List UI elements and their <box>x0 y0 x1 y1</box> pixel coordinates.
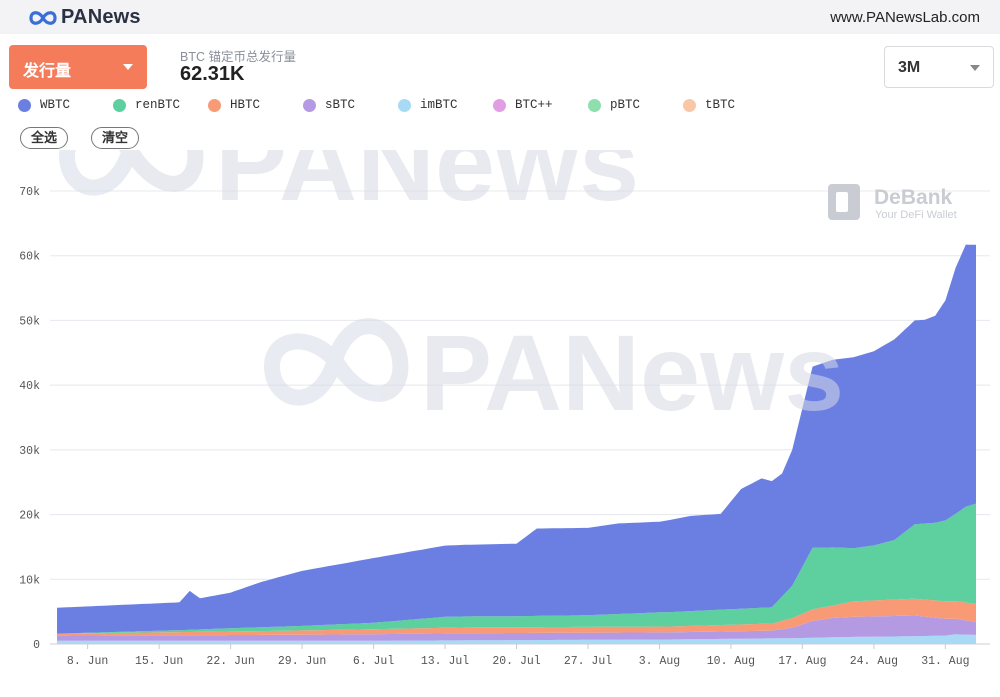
x-axis-ticks: 8. Jun 15. Jun 22. Jun 29. Jun 6. Jul 13. Jul… <box>67 644 970 668</box>
legend: WBTC renBTC HBTC sBTC imBTC BTC++ pBTC t… <box>18 98 778 112</box>
x-tick-label: 22. Jun <box>206 655 254 668</box>
legend-label: pBTC <box>610 98 641 112</box>
legend-dot <box>208 98 221 112</box>
y-axis-ticks: 0 10k 20k 30k 40k 50k 60k 70k <box>19 186 40 652</box>
range-select-label: 3M <box>898 59 921 76</box>
metric-select[interactable]: 发行量 <box>9 45 147 89</box>
top-bar: PANews www.PANewsLab.com <box>0 0 1000 34</box>
y-tick-label: 40k <box>19 380 40 393</box>
legend-label: renBTC <box>135 98 181 112</box>
x-tick-label: 27. Jul <box>564 655 612 668</box>
legend-label: WBTC <box>40 98 71 112</box>
x-tick-label: 29. Jun <box>278 655 326 668</box>
brand[interactable]: PANews <box>28 6 141 29</box>
legend-label: HBTC <box>230 98 261 112</box>
brand-name: PANews <box>61 6 141 28</box>
y-tick-label: 50k <box>19 315 40 328</box>
x-tick-label: 13. Jul <box>421 655 469 668</box>
debank-watermark: DeBank Your DeFi Wallet <box>828 184 957 221</box>
debank-subtitle: Your DeFi Wallet <box>875 209 957 221</box>
watermark-lower: PANews <box>264 312 844 433</box>
x-tick-label: 15. Jun <box>135 655 183 668</box>
watermark-logo-icon <box>59 150 204 196</box>
summary-caption: BTC 锚定币总发行量 <box>180 50 296 64</box>
clear-button[interactable]: 清空 <box>91 127 139 149</box>
x-tick-label: 6. Jul <box>353 655 395 668</box>
watermark-text: PANews <box>420 312 844 433</box>
x-tick-label: 20. Jul <box>492 655 540 668</box>
legend-dot <box>113 98 126 112</box>
x-tick-label: 3. Aug <box>639 655 680 668</box>
legend-dot <box>493 98 506 112</box>
series-areas <box>57 244 976 644</box>
stacked-area-chart: 0 10k 20k 30k 40k 50k 60k 70k 8. Jun 15. Jun 22. … <box>19 150 990 668</box>
legend-item-tbtc[interactable]: tBTC <box>683 98 778 112</box>
metric-select-label: 发行量 <box>23 63 72 80</box>
watermark-text: PANews <box>215 150 639 223</box>
y-tick-label: 0 <box>33 639 40 652</box>
legend-label: BTC++ <box>515 98 553 112</box>
legend-dot <box>18 98 31 112</box>
debank-title: DeBank <box>874 186 953 209</box>
x-tick-label: 24. Aug <box>850 655 898 668</box>
area-imbtc[interactable] <box>57 634 976 644</box>
legend-dot <box>683 98 696 112</box>
x-tick-label: 31. Aug <box>921 655 969 668</box>
area-hbtc[interactable] <box>57 598 976 636</box>
chevron-down-icon <box>970 65 980 71</box>
select-all-button[interactable]: 全选 <box>20 127 68 149</box>
panews-logo-icon <box>29 10 57 25</box>
legend-item-imbtc[interactable]: imBTC <box>398 98 493 112</box>
site-url[interactable]: www.PANewsLab.com <box>830 9 980 26</box>
legend-label: imBTC <box>420 98 458 112</box>
legend-item-btcpp[interactable]: BTC++ <box>493 98 588 112</box>
x-tick-label: 17. Aug <box>778 655 826 668</box>
range-select[interactable]: 3M <box>884 46 994 88</box>
legend-item-pbtc[interactable]: pBTC <box>588 98 683 112</box>
legend-item-sbtc[interactable]: sBTC <box>303 98 398 112</box>
legend-dot <box>303 98 316 112</box>
watermark-logo-icon <box>264 318 409 406</box>
legend-dot <box>398 98 411 112</box>
legend-item-hbtc[interactable]: HBTC <box>208 98 303 112</box>
y-tick-label: 70k <box>19 186 40 199</box>
watermark-upper: PANews <box>59 150 639 223</box>
y-tick-label: 60k <box>19 251 40 264</box>
y-tick-label: 20k <box>19 510 40 523</box>
summary-value: 62.31K <box>180 63 245 85</box>
y-tick-label: 10k <box>19 574 40 587</box>
legend-dot <box>588 98 601 112</box>
legend-item-wbtc[interactable]: WBTC <box>18 98 113 112</box>
x-tick-label: 10. Aug <box>707 655 755 668</box>
legend-label: tBTC <box>705 98 736 112</box>
chevron-down-icon <box>123 64 133 70</box>
area-sbtc[interactable] <box>57 615 976 641</box>
x-tick-label: 8. Jun <box>67 655 108 668</box>
y-tick-label: 30k <box>19 445 40 458</box>
legend-item-renbtc[interactable]: renBTC <box>113 98 208 112</box>
legend-label: sBTC <box>325 98 356 112</box>
area-wbtc[interactable] <box>57 244 976 634</box>
